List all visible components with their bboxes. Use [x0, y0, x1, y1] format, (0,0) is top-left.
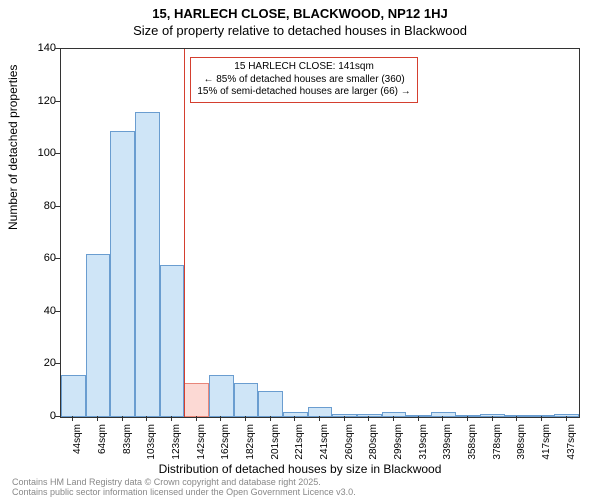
y-tick-mark: [55, 153, 60, 154]
y-tick-mark: [55, 101, 60, 102]
histogram-bar: [258, 391, 283, 417]
histogram-bar: [431, 412, 456, 417]
histogram-bar: [480, 414, 505, 417]
chart-container: 15, HARLECH CLOSE, BLACKWOOD, NP12 1HJ S…: [0, 0, 600, 500]
x-tick-mark: [393, 416, 394, 421]
histogram-bar: [61, 375, 86, 417]
histogram-bar: [357, 414, 382, 417]
reference-line: [184, 49, 185, 417]
histogram-bar: [234, 383, 259, 417]
y-tick-mark: [55, 363, 60, 364]
y-tick-mark: [55, 416, 60, 417]
x-tick-mark: [344, 416, 345, 421]
x-tick-mark: [196, 416, 197, 421]
y-tick-label: 80: [16, 200, 56, 212]
y-tick-mark: [55, 258, 60, 259]
histogram-bar: [406, 415, 431, 417]
y-tick-label: 100: [16, 147, 56, 159]
histogram-bar: [184, 383, 209, 417]
y-tick-label: 60: [16, 252, 56, 264]
histogram-bar: [135, 112, 160, 417]
x-tick-mark: [541, 416, 542, 421]
histogram-bar: [505, 415, 530, 417]
x-tick-mark: [97, 416, 98, 421]
y-tick-label: 0: [16, 410, 56, 422]
x-tick-mark: [319, 416, 320, 421]
histogram-bar: [209, 375, 234, 417]
x-axis-label: Distribution of detached houses by size …: [0, 462, 600, 476]
x-tick-mark: [467, 416, 468, 421]
histogram-bar: [554, 414, 579, 417]
x-tick-mark: [418, 416, 419, 421]
x-tick-mark: [171, 416, 172, 421]
histogram-bar: [110, 131, 135, 418]
x-tick-mark: [442, 416, 443, 421]
x-tick-mark: [245, 416, 246, 421]
x-tick-mark: [566, 416, 567, 421]
annotation-line2: 15% of semi-detached houses are larger (…: [197, 86, 410, 99]
x-tick-mark: [146, 416, 147, 421]
annotation-box: 15 HARLECH CLOSE: 141sqm← 85% of detache…: [190, 57, 417, 103]
histogram-bar: [283, 412, 308, 417]
chart-title-sub: Size of property relative to detached ho…: [0, 23, 600, 38]
y-tick-label: 140: [16, 42, 56, 54]
y-tick-mark: [55, 206, 60, 207]
histogram-bar: [332, 414, 357, 417]
x-tick-mark: [516, 416, 517, 421]
y-tick-mark: [55, 48, 60, 49]
x-tick-mark: [220, 416, 221, 421]
x-tick-mark: [122, 416, 123, 421]
footer-attribution: Contains HM Land Registry data © Crown c…: [12, 478, 356, 498]
histogram-bar: [160, 265, 185, 417]
x-tick-mark: [492, 416, 493, 421]
plot-area: 15 HARLECH CLOSE: 141sqm← 85% of detache…: [60, 48, 580, 418]
x-tick-mark: [270, 416, 271, 421]
x-tick-mark: [72, 416, 73, 421]
annotation-line1: ← 85% of detached houses are smaller (36…: [197, 74, 410, 87]
y-tick-label: 120: [16, 95, 56, 107]
annotation-title: 15 HARLECH CLOSE: 141sqm: [197, 61, 410, 74]
y-tick-label: 40: [16, 305, 56, 317]
x-tick-mark: [368, 416, 369, 421]
y-tick-mark: [55, 311, 60, 312]
histogram-bar: [86, 254, 111, 417]
chart-title-main: 15, HARLECH CLOSE, BLACKWOOD, NP12 1HJ: [0, 0, 600, 21]
footer-line2: Contains public sector information licen…: [12, 488, 356, 498]
y-tick-label: 20: [16, 357, 56, 369]
x-tick-mark: [294, 416, 295, 421]
